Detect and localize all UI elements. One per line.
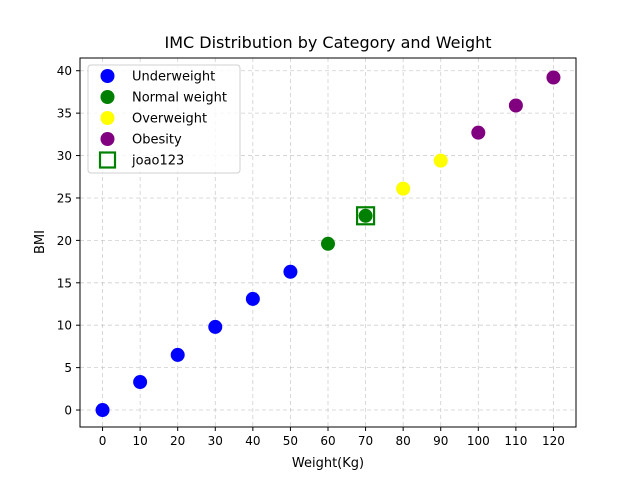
y-tick-label: 15	[57, 276, 72, 290]
legend: Underweight Normal weight Overweight Obesit…	[87, 64, 241, 174]
x-tick-label: 110	[504, 434, 527, 448]
ticks: 0 10 20 30 40 50 60 70 80 90 100 110 120 0 5 10 15 20 25 30…	[57, 64, 565, 448]
legend-marker	[100, 90, 115, 104]
x-tick-label: 90	[433, 434, 448, 448]
data-point	[321, 236, 335, 251]
y-tick-label: 10	[57, 319, 72, 333]
data-point	[208, 319, 223, 334]
data-point	[396, 181, 411, 196]
legend-marker	[100, 69, 115, 83]
x-tick-label: 20	[170, 434, 185, 448]
data-point	[433, 153, 448, 168]
x-tick-label: 120	[542, 434, 565, 448]
y-tick-label: 35	[57, 107, 72, 121]
data-point	[170, 347, 185, 362]
data-point	[546, 70, 561, 85]
chart-title: IMC Distribution by Category and Weight	[164, 33, 491, 52]
legend-label: Overweight	[132, 112, 207, 127]
x-tick-label: 30	[208, 434, 223, 448]
y-tick-label: 40	[57, 64, 72, 78]
y-tick-label: 25	[57, 191, 72, 205]
data-point-marker	[355, 206, 376, 226]
y-axis-label: BMI	[33, 230, 48, 254]
y-tick-label: 0	[64, 404, 72, 418]
x-tick-label: 70	[358, 434, 373, 448]
legend-label: Underweight	[132, 70, 215, 85]
data-point	[508, 98, 523, 113]
legend-marker	[100, 132, 115, 146]
y-tick-label: 20	[57, 234, 72, 248]
data-point	[471, 125, 486, 140]
data-point	[283, 264, 298, 279]
legend-marker	[98, 151, 117, 169]
legend-marker	[100, 111, 115, 125]
legend-box	[87, 64, 241, 174]
x-tick-label: 100	[467, 434, 490, 448]
y-tick-label: 30	[57, 149, 72, 163]
data-points	[95, 70, 561, 418]
x-tick-label: 80	[396, 434, 411, 448]
data-point	[245, 291, 260, 306]
data-point	[95, 403, 110, 418]
data-point	[133, 375, 148, 390]
legend-label: joao123	[131, 154, 184, 169]
x-tick-label: 60	[320, 434, 335, 448]
x-tick-label: 40	[245, 434, 260, 448]
x-tick-label: 0	[99, 434, 107, 448]
y-tick-label: 5	[64, 361, 72, 375]
x-tick-label: 50	[283, 434, 298, 448]
x-tick-label: 10	[132, 434, 147, 448]
x-axis-label: Weight(Kg)	[292, 456, 364, 471]
data-point	[358, 208, 373, 223]
legend-label: Obesity	[132, 133, 182, 148]
legend-label: Normal weight	[132, 91, 227, 106]
